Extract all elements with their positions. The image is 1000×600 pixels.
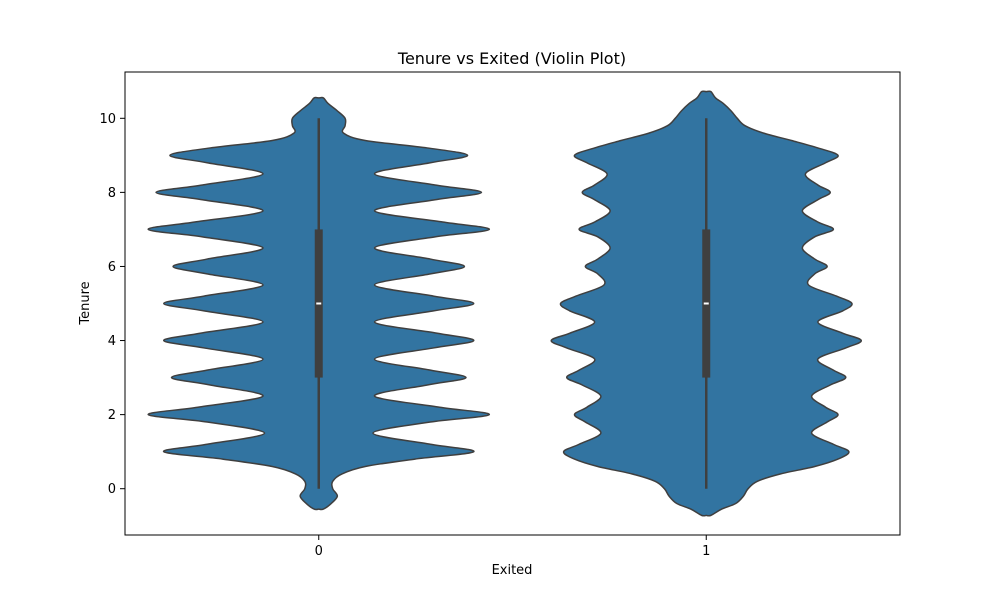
- violin-1: [550, 90, 862, 517]
- y-tick-label-4: 4: [108, 334, 116, 349]
- y-axis-label: Tenure: [78, 281, 93, 325]
- x-axis-label: Exited: [492, 563, 533, 578]
- violin-0: [147, 96, 491, 511]
- x-tick-label-1: 1: [702, 544, 710, 559]
- plot-frame: [124, 71, 901, 536]
- y-tick-label-8: 8: [108, 186, 116, 201]
- y-axis: 0 2 4 6 8 10: [99, 112, 125, 497]
- chart-title: Tenure vs Exited (Violin Plot): [397, 49, 626, 68]
- y-tick-label-6: 6: [108, 260, 116, 275]
- x-tick-label-0: 0: [315, 544, 323, 559]
- y-tick-label-0: 0: [108, 482, 116, 497]
- y-tick-label-2: 2: [108, 408, 116, 423]
- violins-layer: [147, 90, 862, 517]
- y-tick-label-10: 10: [99, 112, 116, 127]
